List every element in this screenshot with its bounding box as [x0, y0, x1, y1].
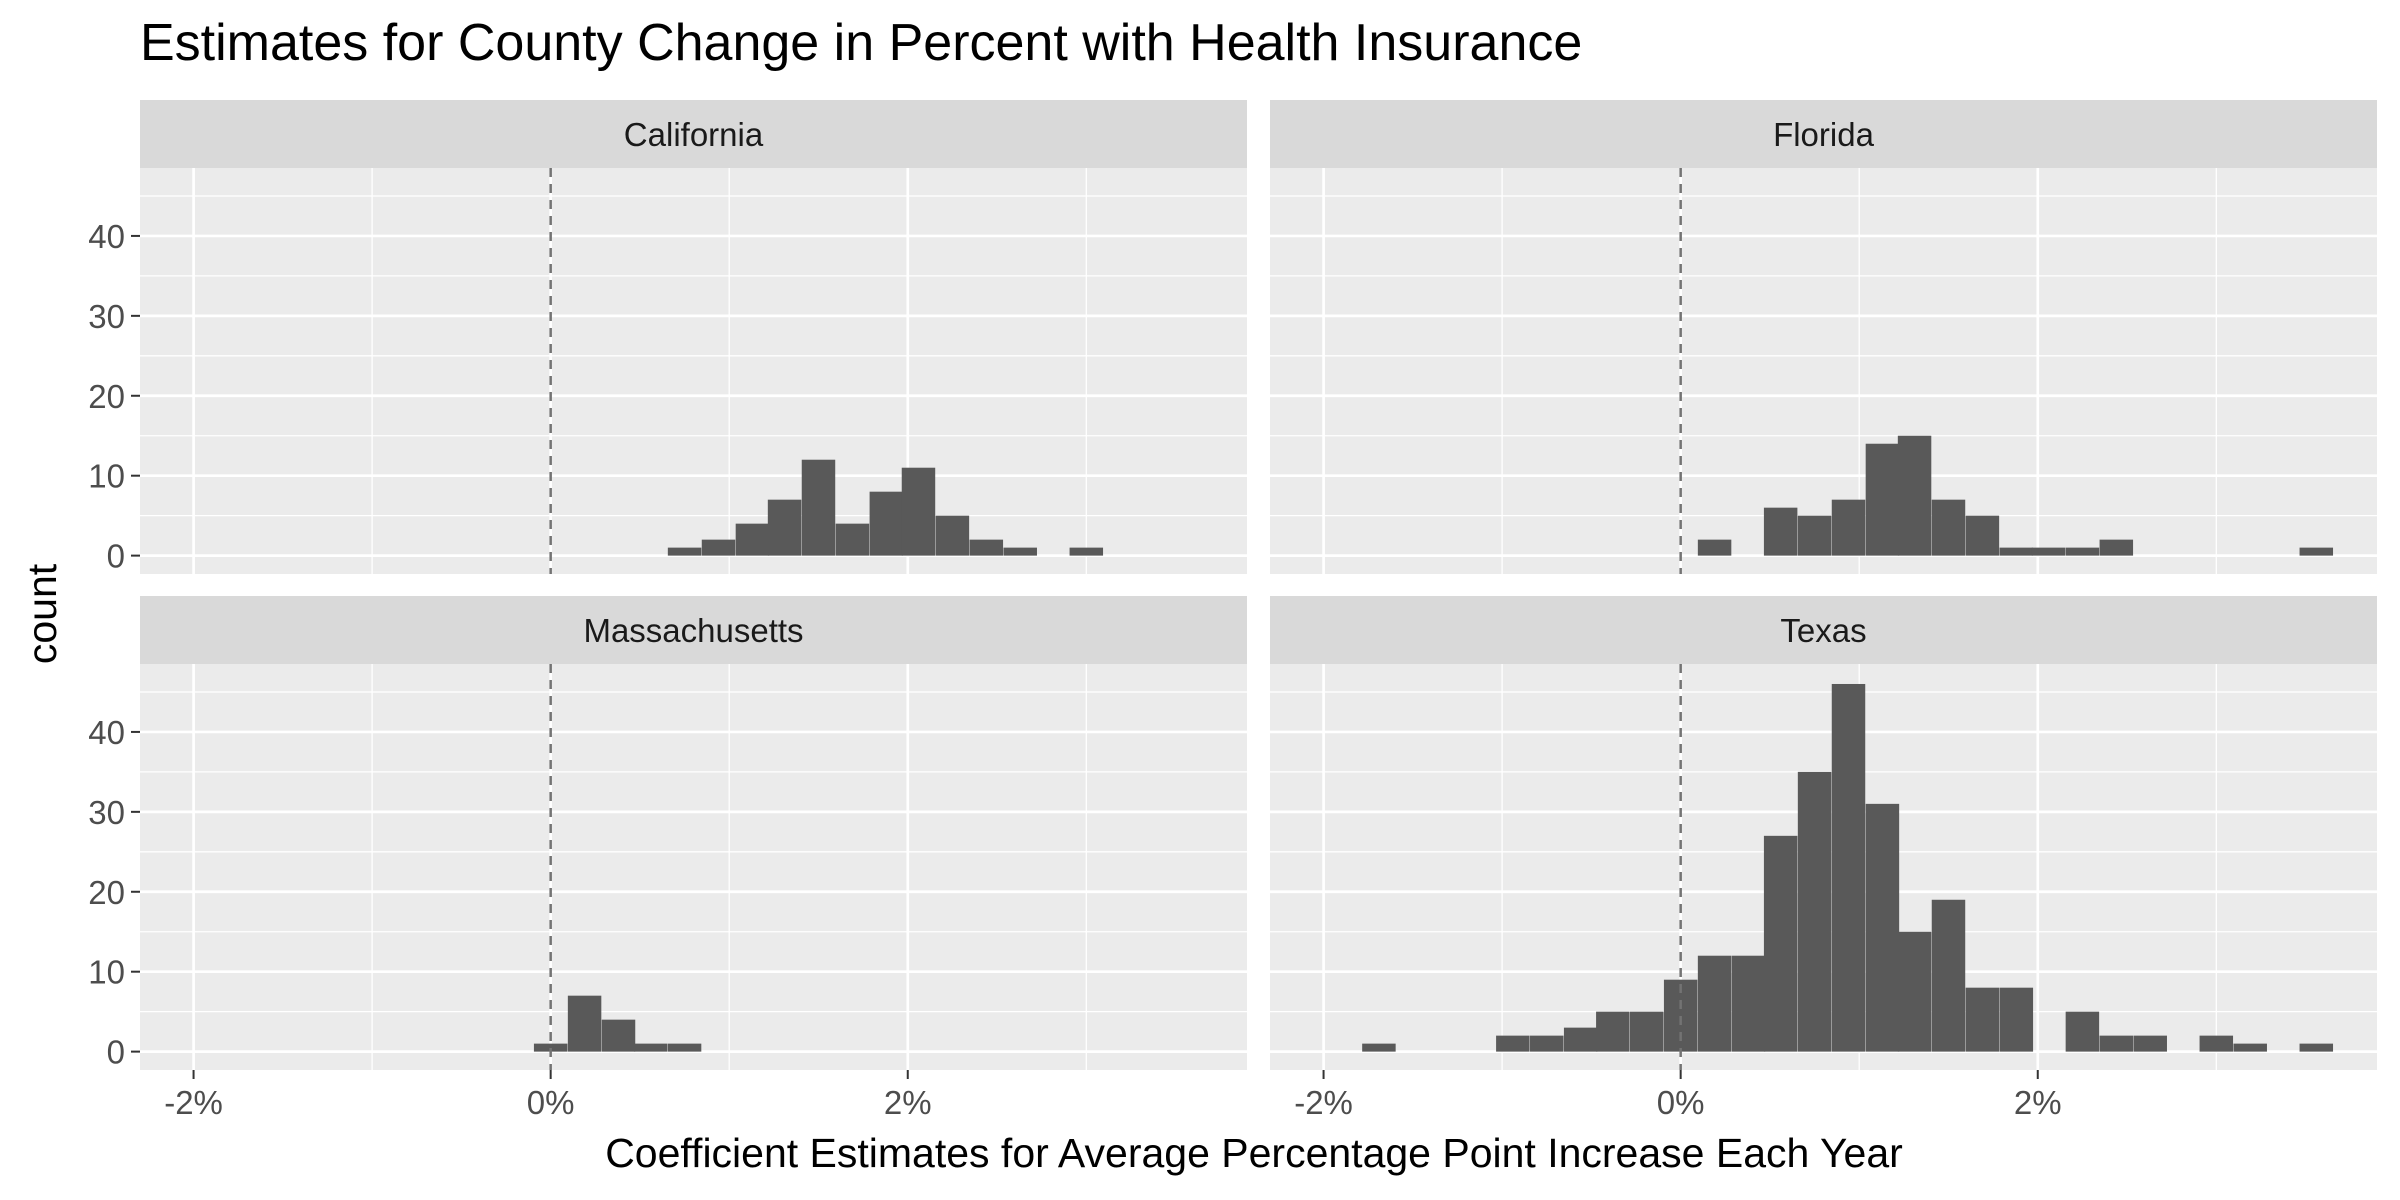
- histogram-bar: [1496, 1035, 1530, 1052]
- panels: California 0 10 20 30 40 Florida Massachusetts 0…: [88, 100, 2377, 1121]
- histogram-bar: [835, 523, 870, 556]
- histogram-bar: [701, 539, 736, 556]
- histogram-bar: [1697, 955, 1732, 1052]
- histogram-bar: [2233, 1043, 2267, 1052]
- histogram-bar: [901, 467, 936, 556]
- histogram-bar: [1965, 987, 2000, 1052]
- facet-strip: [1270, 596, 2377, 664]
- histogram-bar: [667, 547, 702, 556]
- histogram-bar: [1897, 931, 1932, 1052]
- y-tick-label: 40: [88, 218, 125, 255]
- histogram-bar: [1831, 499, 1866, 556]
- histogram-bar: [1563, 1027, 1598, 1052]
- histogram-bar: [1965, 515, 2000, 556]
- y-tick-label: 40: [88, 714, 125, 751]
- histogram-bar: [601, 1019, 636, 1052]
- facet-massachusetts: Massachusetts 0 10 20 30 40 -2% 0% 2%: [88, 596, 1247, 1121]
- panel-background: [140, 168, 1247, 574]
- facet-strip: [140, 100, 1247, 168]
- histogram-bar: [935, 515, 970, 556]
- histogram-bar: [633, 1043, 668, 1052]
- y-tick-label: 0: [107, 538, 125, 575]
- histogram-bar: [2099, 539, 2134, 556]
- x-tick-label: 2%: [884, 1084, 932, 1121]
- histogram-bar: [1362, 1043, 1396, 1052]
- histogram-bar: [1865, 803, 1900, 1052]
- histogram-bar: [1763, 835, 1798, 1052]
- histogram-bar: [1865, 443, 1900, 556]
- x-tick-label: -2%: [1294, 1084, 1353, 1121]
- y-tick-label: 20: [88, 378, 125, 415]
- facet-strip-label: Massachusetts: [583, 612, 803, 649]
- y-tick-label: 10: [88, 458, 125, 495]
- histogram-bar: [969, 539, 1004, 556]
- facet-strip-label: California: [624, 116, 764, 153]
- x-tick-label: 0%: [527, 1084, 575, 1121]
- facet-texas: Texas -2% 0% 2%: [1270, 596, 2377, 1121]
- histogram-bar: [1629, 1011, 1664, 1052]
- histogram-bar: [667, 1043, 702, 1052]
- y-tick-label: 0: [107, 1034, 125, 1071]
- histogram-bar: [1596, 1011, 1630, 1052]
- histogram-bar: [2299, 1043, 2334, 1052]
- x-tick-label: 2%: [2014, 1084, 2062, 1121]
- histogram-bar: [1003, 547, 1037, 556]
- y-tick-label: 20: [88, 874, 125, 911]
- histogram-bar: [2031, 547, 2066, 556]
- histogram-bar: [1069, 547, 1104, 556]
- facet-florida: Florida: [1270, 100, 2377, 574]
- histogram-bar: [2065, 1011, 2100, 1052]
- panel-background: [1270, 168, 2377, 574]
- histogram-bar: [2299, 547, 2334, 556]
- histogram-bar: [1763, 507, 1798, 556]
- histogram-bar: [1697, 539, 1732, 556]
- y-tick-label: 10: [88, 954, 125, 991]
- histogram-bar: [1897, 435, 1932, 556]
- y-axis-title: count: [19, 563, 65, 664]
- histogram-bar: [2099, 1035, 2134, 1052]
- histogram-bar: [1797, 771, 1832, 1052]
- histogram-bar: [1831, 683, 1866, 1052]
- histogram-bar: [735, 523, 770, 556]
- histogram-bar: [2199, 1035, 2234, 1052]
- y-tick-label: 30: [88, 794, 125, 831]
- histogram-bar: [1999, 547, 2034, 556]
- histogram-bar: [801, 459, 836, 556]
- histogram-bar: [567, 995, 602, 1052]
- x-axis-title: Coefficient Estimates for Average Percen…: [605, 1130, 1903, 1176]
- histogram-bar: [1931, 899, 1966, 1052]
- facet-strip: [140, 596, 1247, 664]
- y-tick-label: 30: [88, 298, 125, 335]
- histogram-bar: [1530, 1035, 1564, 1052]
- histogram-bar: [1931, 499, 1966, 556]
- histogram-bar: [869, 491, 904, 556]
- facet-strip-label: Florida: [1773, 116, 1875, 153]
- chart-title: Estimates for County Change in Percent w…: [140, 14, 1582, 72]
- facet-strip-label: Texas: [1780, 612, 1866, 649]
- histogram-bar: [1797, 515, 1832, 556]
- x-tick-label: -2%: [164, 1084, 223, 1121]
- facet-california: California 0 10 20 30 40: [88, 100, 1247, 575]
- x-tick-label: 0%: [1657, 1084, 1705, 1121]
- facet-strip: [1270, 100, 2377, 168]
- histogram-bar: [1999, 987, 2034, 1052]
- panel-background: [140, 664, 1247, 1070]
- histogram-bar: [767, 499, 802, 556]
- histogram-bar: [2065, 547, 2100, 556]
- histogram-bar: [1731, 955, 1766, 1052]
- histogram-bar: [533, 1043, 568, 1052]
- histogram-bar: [2133, 1035, 2167, 1052]
